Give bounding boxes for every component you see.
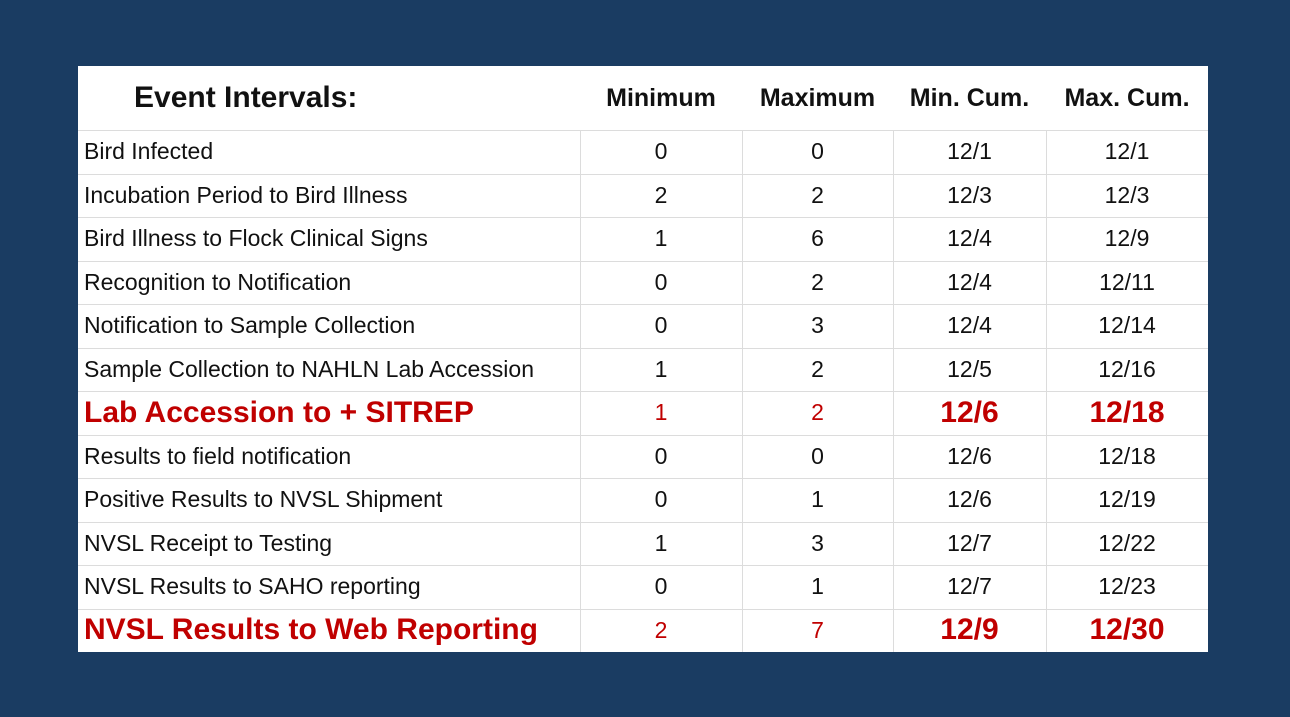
row-label: Positive Results to NVSL Shipment: [84, 486, 443, 513]
row-label: Recognition to Notification: [84, 268, 352, 295]
row-label: NVSL Receipt to Testing: [84, 529, 333, 556]
cell-value: 0: [654, 268, 668, 295]
grid-line: [78, 173, 1208, 175]
cell-value: 1: [654, 399, 668, 426]
grid-line: [78, 478, 1208, 479]
cell-value: 3: [811, 312, 824, 339]
cell-value: 12/23: [1098, 573, 1156, 600]
cell-value: 0: [654, 573, 668, 600]
cell-value: 12/6: [947, 442, 992, 469]
grid-line: [78, 130, 1208, 131]
row-label: NVSL Results to Web Reporting: [84, 613, 538, 647]
cell-value: 12/7: [947, 529, 992, 556]
cell-value: 2: [811, 355, 824, 382]
grid-line: [78, 391, 1208, 392]
grid-line: [78, 565, 1208, 566]
cell-value: 6: [811, 225, 824, 252]
cell-value: 2: [654, 616, 668, 643]
cell-value: 12/9: [1104, 225, 1150, 252]
cell-value: 0: [654, 138, 668, 165]
cell-value: 2: [811, 268, 824, 295]
cell-value: 12/1: [1104, 138, 1150, 165]
cell-value: 12/4: [947, 312, 992, 339]
cell-value: 12/16: [1098, 355, 1156, 382]
cell-value: 1: [811, 573, 824, 600]
cell-value: 1: [654, 355, 668, 382]
cell-value: 12/3: [947, 181, 992, 208]
column-header: Maximum: [759, 83, 876, 112]
grid-line: [1046, 130, 1047, 652]
cell-value: 0: [654, 442, 668, 469]
cell-value: 2: [811, 181, 824, 208]
grid-line: [742, 130, 743, 652]
grid-line: [78, 304, 1208, 305]
row-label: Bird Infected: [84, 138, 214, 165]
cell-value: 0: [654, 486, 668, 513]
cell-value: 12/19: [1098, 486, 1156, 513]
cell-value: 12/22: [1098, 529, 1156, 556]
cell-value: 12/7: [947, 573, 992, 600]
row-label: Notification to Sample Collection: [84, 312, 416, 339]
cell-value: 12/18: [1098, 442, 1156, 469]
grid-line: [580, 130, 581, 652]
row-label: Sample Collection to NAHLN Lab Accession: [84, 355, 535, 382]
cell-value: 0: [811, 138, 824, 165]
cell-value: 0: [654, 312, 668, 339]
cell-value: 0: [811, 442, 824, 469]
cell-value: 12/11: [1099, 268, 1155, 295]
cell-value: 12/4: [947, 268, 992, 295]
cell-value: 12/14: [1098, 312, 1156, 339]
grid-line: [78, 347, 1208, 349]
cell-value: 1: [654, 529, 668, 556]
row-label: Incubation Period to Bird Illness: [84, 181, 408, 208]
grid-line: [78, 260, 1208, 262]
cell-value: 12/5: [947, 355, 992, 382]
grid-line: [78, 217, 1208, 218]
grid-line: [78, 521, 1208, 523]
cell-value: 2: [811, 399, 824, 426]
cell-value: 3: [811, 529, 824, 556]
cell-value: 12/4: [947, 225, 992, 252]
column-header: Min. Cum.: [909, 83, 1030, 112]
row-label: NVSL Results to SAHO reporting: [84, 573, 421, 600]
cell-value: 12/6: [940, 395, 999, 429]
grid-line: [78, 434, 1208, 436]
cell-value: 12/1: [947, 138, 992, 165]
row-label: Results to field notification: [84, 442, 352, 469]
cell-value: 12/3: [1104, 181, 1150, 208]
cell-value: 12/30: [1089, 613, 1165, 647]
row-label: Lab Accession to + SITREP: [84, 395, 474, 429]
column-header: Max. Cum.: [1064, 83, 1190, 112]
column-header: Minimum: [606, 83, 716, 112]
cell-value: 12/18: [1089, 395, 1165, 429]
cell-value: 2: [654, 181, 668, 208]
table-title: Event Intervals:: [134, 81, 358, 114]
table: Event Intervals: Minimum Maximum Min. Cum. M…: [78, 66, 1208, 652]
cell-value: 1: [811, 486, 824, 513]
cell-value: 12/9: [940, 613, 999, 647]
row-label: Bird Illness to Flock Clinical Signs: [84, 225, 428, 252]
cell-value: 12/6: [947, 486, 992, 513]
cell-value: 1: [654, 225, 668, 252]
grid-line: [893, 130, 894, 652]
grid-line: [78, 608, 1208, 610]
cell-value: 7: [811, 616, 824, 643]
